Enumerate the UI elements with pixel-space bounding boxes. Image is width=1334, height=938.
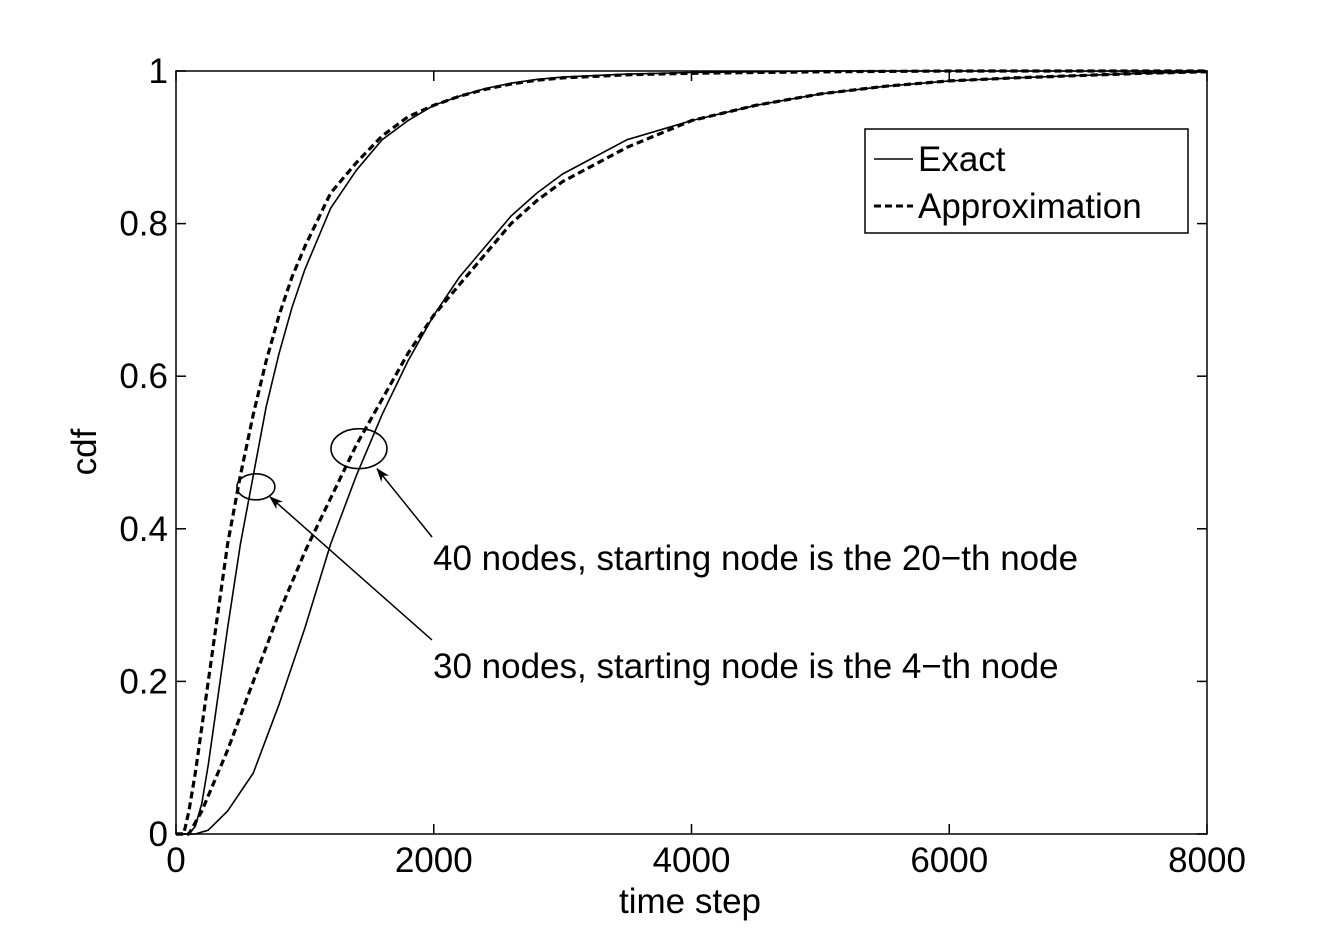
- y-axis-label: cdf: [65, 428, 104, 475]
- ticks-layer: 0 2000 4000 6000 8000 0 0.2 0.4 0.6 0.8 1: [119, 52, 1246, 880]
- annotation-ellipse-1: [330, 427, 388, 470]
- y-tick-label: 0.6: [119, 357, 168, 396]
- legend: Exact Approximation: [864, 128, 1189, 234]
- legend-label-approximation: Approximation: [918, 187, 1142, 226]
- series-line-2-approximation: [176, 69, 1207, 836]
- annotation-label-30-nodes: 30 nodes, starting node is the 4−th node: [433, 647, 1059, 686]
- annotation-label-40-nodes: 40 nodes, starting node is the 20−th nod…: [433, 539, 1078, 578]
- legend-label-exact: Exact: [918, 140, 1006, 179]
- y-tick-label: 0.2: [119, 662, 168, 701]
- series-line-4-approximation: [176, 70, 1208, 836]
- x-axis-label: time step: [619, 882, 761, 921]
- x-tick-label: 8000: [1168, 841, 1246, 880]
- x-tick-label: 6000: [910, 841, 988, 880]
- series-layer: [176, 69, 1208, 836]
- x-tick-label: 0: [166, 841, 185, 880]
- y-tick-label: 0.8: [119, 205, 168, 244]
- legend-box: [864, 128, 1189, 234]
- annotation-ellipse-2: [236, 473, 276, 501]
- x-tick-label: 4000: [653, 841, 731, 880]
- annotation-layer: [236, 427, 433, 641]
- x-tick-label: 2000: [395, 841, 473, 880]
- annotation-arrow-1: [376, 467, 433, 538]
- y-tick-label: 0: [149, 815, 168, 854]
- annotation-arrow-2: [269, 496, 433, 641]
- series-line-1-exact: [176, 70, 1207, 835]
- y-tick-label: 1: [149, 52, 168, 91]
- y-tick-label: 0.4: [119, 510, 168, 549]
